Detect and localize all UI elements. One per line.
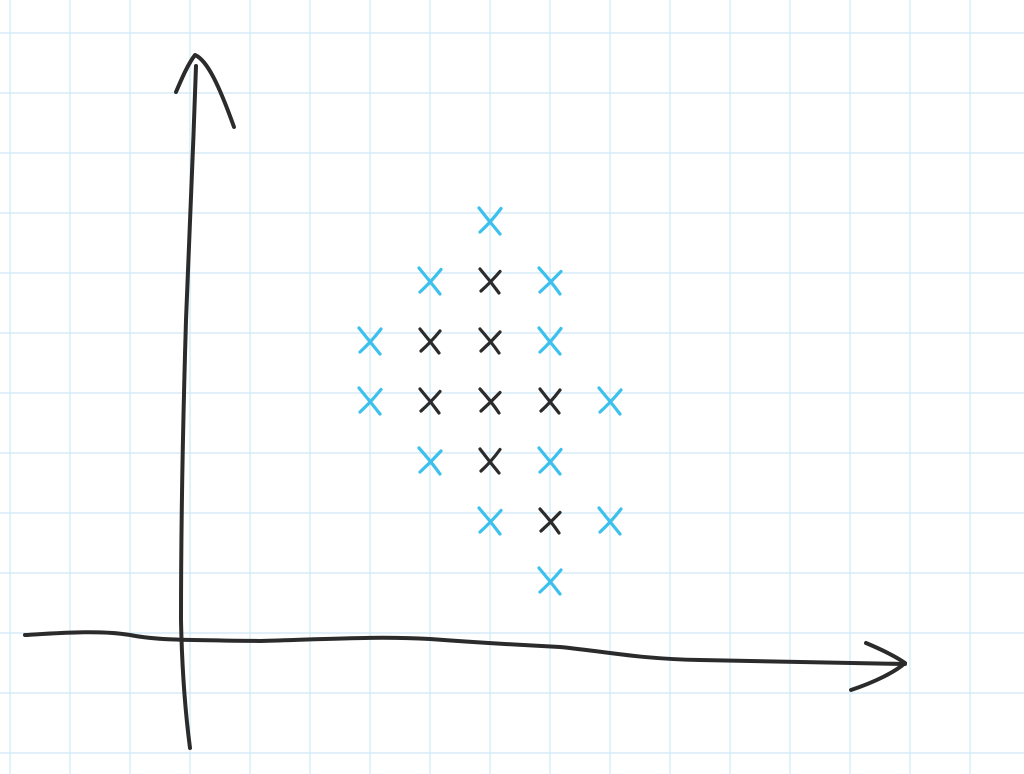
cross-stroke [419,389,442,413]
cross-stroke [538,568,563,594]
y-axis-arrowhead [174,53,236,129]
cross-stroke [598,507,623,534]
interior-point-mark [478,327,502,355]
cross-stroke [538,269,563,294]
lattice-marks [357,206,623,596]
boundary-point-mark [537,326,563,356]
boundary-point-mark [597,386,623,416]
cross-stroke [479,330,502,353]
boundary-point-mark [477,506,503,536]
boundary-point-mark [597,506,623,536]
interior-point-mark [478,387,502,415]
cross-stroke [598,388,623,414]
interior-point-mark [538,507,562,535]
boundary-point-mark [417,266,443,296]
interior-point-mark [418,327,442,355]
cross-stroke [419,329,442,353]
boundary-point-mark [537,566,563,596]
cross-stroke [538,326,563,354]
cross-stroke [478,508,503,534]
cross-stroke [539,510,562,533]
y-axis-line [179,64,198,750]
cross-stroke [478,206,503,234]
cross-stroke [479,390,502,413]
cross-stroke [539,388,562,413]
cross-stroke [479,447,502,473]
boundary-point-mark [357,326,383,356]
interior-point-mark [478,447,502,475]
interior-point-mark [538,387,562,415]
cross-stroke [418,267,443,294]
boundary-point-mark [537,266,563,296]
interior-point-mark [418,387,442,415]
axes [23,53,907,750]
cross-stroke [358,327,383,354]
cross-stroke [479,269,502,293]
boundary-point-mark [477,206,503,236]
x-axis-line [23,630,907,666]
x-axis-arrowhead [849,641,907,692]
cross-stroke [538,447,563,474]
cross-stroke [418,449,443,474]
boundary-point-mark [417,446,443,476]
boundary-point-mark [537,446,563,476]
boundary-point-mark [357,386,383,416]
cross-stroke [358,387,383,414]
interior-point-mark [478,267,502,295]
